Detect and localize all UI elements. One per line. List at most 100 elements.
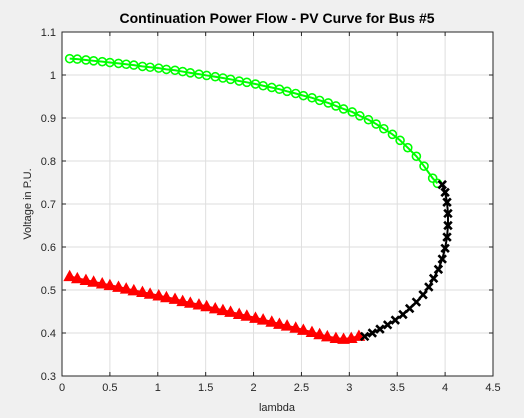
y-tick-label: 0.4 [41,328,56,340]
data-point-circle [411,151,422,162]
x-tick-label: 3 [346,382,352,394]
data-point-circle [298,90,309,101]
data-point-circle [363,114,374,125]
data-point-triangle [136,285,149,298]
x-tick-label: 4 [442,382,448,394]
data-point-triangle [273,317,286,329]
data-point-x [418,290,428,300]
data-point-x [443,220,453,231]
data-point-circle [427,173,438,183]
data-point-triangle [119,282,133,294]
data-point-triangle [87,275,100,287]
data-point-circle [282,86,292,97]
data-point-circle [314,95,325,106]
y-tick-label: 0.8 [41,156,56,168]
y-tick-label: 0.5 [41,285,56,297]
x-tick-label: 3.5 [390,382,405,394]
data-point-triangle [297,323,310,335]
data-point-circle [258,80,268,91]
data-point-circle [379,123,389,134]
y-tick-label: 1.1 [41,27,56,39]
data-point-x [375,324,385,334]
data-point-triangle [256,313,270,325]
data-point-x [359,331,370,342]
data-point-triangle [168,292,182,304]
data-point-x [390,315,401,325]
data-point-x [437,179,447,190]
y-tick-labels: 0.3 0.4 0.5 0.6 0.7 0.8 0.9 1 1.1 [41,27,56,383]
y-tick-label: 1 [50,70,56,82]
data-point-x [404,303,415,314]
series-nose-region [359,179,453,342]
data-point-circle [371,119,381,129]
data-point-triangle [265,315,279,327]
data-point-circle [225,74,236,85]
y-tick-label: 0.9 [41,113,56,125]
series-upper-branch [64,53,443,189]
y-tick-label: 0.6 [41,242,56,254]
x-tick-label: 2.5 [294,382,309,394]
x-tick-label: 0.5 [102,382,117,394]
chart-title: Continuation Power Flow - PV Curve for B… [119,10,434,26]
data-point-x [440,187,450,198]
data-point-triangle [79,273,93,286]
data-point-triangle [103,278,117,291]
x-tick-label: 2 [250,382,256,394]
y-tick-label: 0.7 [41,199,56,211]
x-tick-label: 1.5 [198,382,213,394]
y-tick-label: 0.3 [41,371,56,383]
data-point-x [442,197,452,207]
data-point-x [428,273,439,284]
data-point-triangle [224,305,237,317]
data-point-triangle [280,319,294,331]
x-tick-label: 4.5 [485,382,500,394]
data-point-triangle [160,290,173,303]
x-tick-label: 0 [59,382,65,394]
data-point-triangle [232,307,246,319]
data-point-x [411,297,422,307]
data-point-triangle [152,289,166,301]
data-point-triangle [143,287,157,299]
data-point-circle [402,142,413,153]
data-point-triangle [240,309,254,321]
series-line [69,57,439,185]
data-point-triangle [329,331,343,344]
x-tick-label: 1 [155,382,161,394]
data-point-x [440,243,450,254]
data-point-triangle [63,269,77,282]
data-point-triangle [320,329,334,342]
data-point-triangle [305,325,319,338]
data-point-triangle [249,311,262,323]
data-point-triangle [208,301,222,314]
data-point-triangle [112,280,125,292]
data-point-x [443,208,453,219]
data-point-circle [338,104,349,114]
data-series-layer [63,53,453,344]
data-point-x [442,232,452,242]
data-point-triangle [176,294,190,307]
y-axis-label: Voltage in P.U. [22,168,34,239]
data-point-triangle [127,283,141,296]
data-point-x [433,264,444,275]
data-point-circle [355,111,365,121]
data-point-circle [395,135,405,146]
data-point-circle [419,161,429,171]
data-point-x [398,309,408,320]
data-point-circle [242,77,252,88]
data-point-triangle [70,271,84,284]
series-lower-branch [63,269,366,344]
data-point-triangle [183,296,197,308]
data-point-triangle [216,303,230,316]
data-point-triangle [200,299,213,312]
data-point-x [424,282,434,292]
x-tick-labels: 0 0.5 1 1.5 2 2.5 3 3.5 4 4.5 [59,382,501,394]
tick-marks [61,31,494,377]
data-point-triangle [192,298,206,310]
x-axis-label: lambda [259,402,296,414]
data-point-triangle [289,321,303,333]
data-point-x [367,328,378,338]
data-point-x [382,320,393,330]
data-point-triangle [313,327,326,340]
data-point-circle [387,129,398,140]
